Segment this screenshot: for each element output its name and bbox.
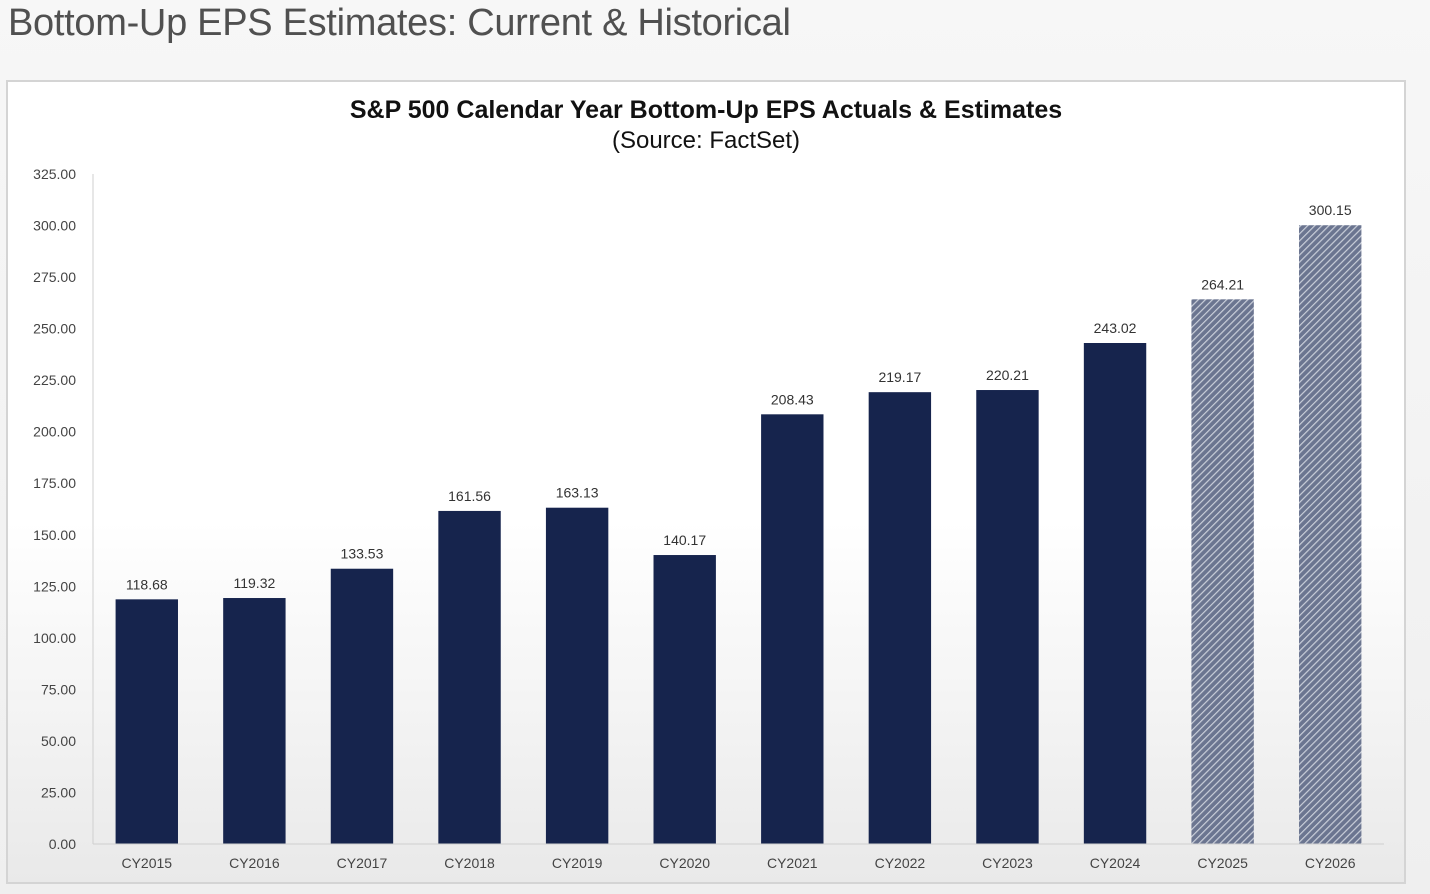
y-tick-label: 300.00 (33, 218, 76, 234)
y-tick-label: 150.00 (33, 527, 76, 543)
bar-value-label: 220.21 (986, 367, 1029, 383)
bar-value-label: 264.21 (1201, 276, 1244, 292)
bar-value-label: 300.15 (1309, 202, 1352, 218)
data-labels: 118.68 119.32 133.53 161.56 163.13 140.17 208.… (126, 202, 1352, 592)
x-tick-label: CY2021 (767, 855, 818, 871)
y-tick-label: 25.00 (41, 784, 76, 800)
bar-value-label: 140.17 (663, 532, 706, 548)
bar-estimate (1299, 225, 1362, 844)
y-tick-label: 50.00 (41, 733, 76, 749)
bar-value-label: 163.13 (556, 485, 599, 501)
x-tick-label: CY2015 (121, 855, 172, 871)
bar-actual (868, 392, 932, 844)
bar-actual (653, 555, 716, 844)
bar-value-label: 219.17 (878, 369, 921, 385)
x-tick-label: CY2022 (875, 855, 926, 871)
x-tick-label: CY2016 (229, 855, 280, 871)
y-tick-label: 0.00 (49, 836, 76, 852)
x-tick-label: CY2018 (444, 855, 495, 871)
x-tick-label: CY2019 (552, 855, 603, 871)
chart-frame: S&P 500 Calendar Year Bottom-Up EPS Actu… (6, 80, 1406, 884)
x-tick-label: CY2023 (982, 855, 1033, 871)
bar-value-label: 119.32 (233, 575, 275, 591)
bar-actual (1083, 343, 1147, 844)
x-tick-label: CY2024 (1090, 855, 1141, 871)
y-tick-label: 275.00 (33, 269, 76, 285)
bar-estimate (1191, 299, 1254, 844)
bar-actual (976, 390, 1039, 844)
y-tick-label: 100.00 (33, 630, 76, 646)
bar-value-label: 161.56 (448, 488, 491, 504)
x-tick-label: CY2025 (1197, 855, 1248, 871)
bar-value-label: 118.68 (126, 576, 168, 592)
bar-actual (761, 414, 824, 844)
x-tick-label: CY2020 (659, 855, 710, 871)
y-axis: 0.00 25.00 50.00 75.00 100.00 125.00 150.00 175… (33, 166, 76, 852)
chart-subtitle: (Source: FactSet) (612, 127, 800, 154)
x-tick-label: CY2017 (337, 855, 388, 871)
bar-actual (115, 599, 178, 844)
bars (115, 225, 1362, 844)
bar-value-label: 208.43 (771, 391, 814, 407)
bar-value-label: 133.53 (341, 546, 384, 562)
bar-value-label: 243.02 (1094, 320, 1137, 336)
y-tick-label: 325.00 (33, 166, 76, 182)
bar-actual (330, 568, 394, 844)
bar-actual (545, 507, 609, 844)
y-tick-label: 125.00 (33, 578, 76, 594)
x-axis: CY2015 CY2016 CY2017 CY2018 CY2019 CY2020 CY20… (121, 855, 1355, 871)
bar-actual (223, 598, 286, 844)
y-tick-label: 250.00 (33, 321, 76, 337)
x-tick-label: CY2026 (1305, 855, 1356, 871)
y-tick-label: 175.00 (33, 475, 76, 491)
chart-title: S&P 500 Calendar Year Bottom-Up EPS Actu… (350, 96, 1062, 124)
y-tick-label: 225.00 (33, 372, 76, 388)
slide-title: Bottom-Up EPS Estimates: Current & Histo… (8, 2, 791, 44)
eps-bar-chart: S&P 500 Calendar Year Bottom-Up EPS Actu… (33, 96, 1384, 871)
y-tick-label: 75.00 (41, 681, 76, 697)
bar-actual (438, 510, 501, 844)
y-tick-label: 200.00 (33, 424, 76, 440)
